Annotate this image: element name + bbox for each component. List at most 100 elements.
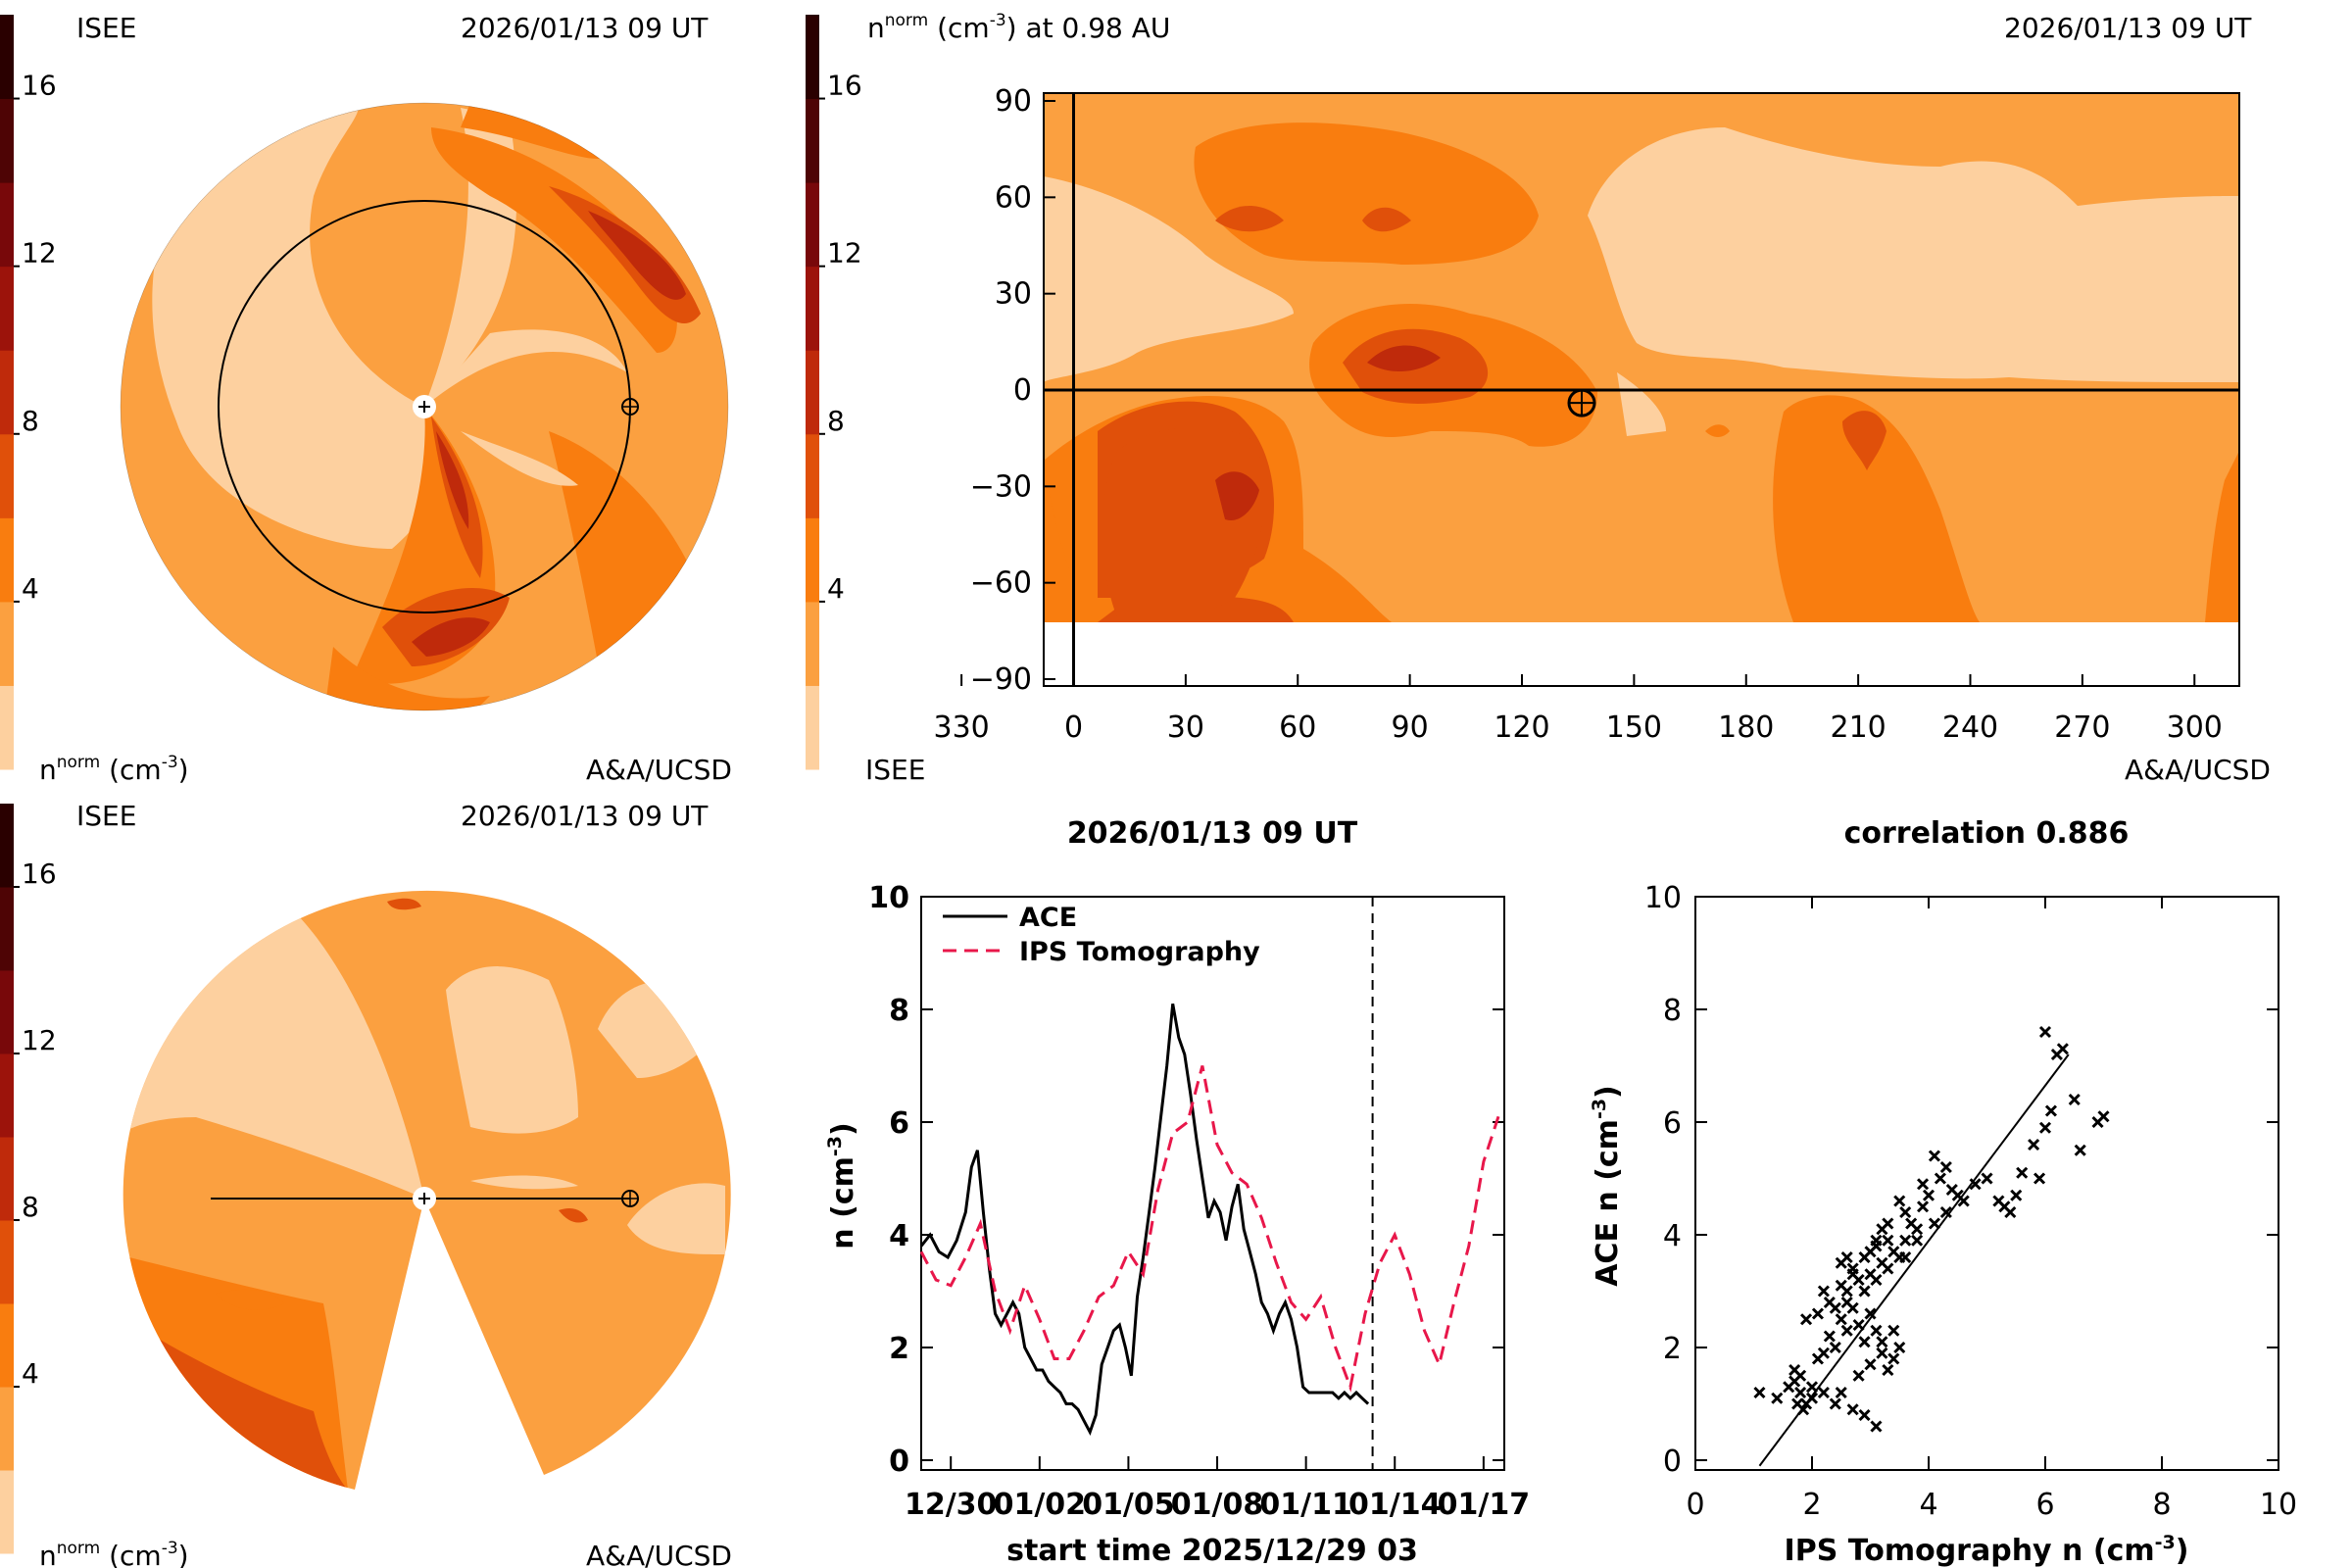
scatter-point <box>1887 1324 1900 1337</box>
lc-x-tick-label-5: 01/14 <box>1348 1488 1441 1522</box>
colorbar-top-middle: 4 8 12 16 <box>806 15 862 770</box>
scatter-point <box>1835 1279 1847 1292</box>
scatter-frame <box>1694 896 2279 1471</box>
scatter-point <box>2033 1172 2046 1185</box>
lc-x-tick-label-6: 01/17 <box>1438 1488 1530 1522</box>
map-x-tick-label-7: 180 <box>1718 710 1774 745</box>
scatter-point <box>1899 1234 1912 1247</box>
colorbar-level-7 <box>0 887 14 971</box>
scatter-point <box>1835 1386 1847 1399</box>
colorbar-tick-label-3: 16 <box>22 70 57 102</box>
scatter-point <box>1870 1273 1883 1287</box>
line-chart-xlabel: start time 2025/12/29 03 <box>1006 1534 1418 1568</box>
sc-x-tick-label-4: 8 <box>2152 1488 2171 1522</box>
sc-x-tick-label-5: 10 <box>2260 1488 2297 1522</box>
scatter-point <box>1939 1160 1952 1174</box>
scatter-point <box>2010 1189 2023 1201</box>
map-y-tick-label-2: 30 <box>995 277 1032 312</box>
map-density-contours <box>1044 93 2239 622</box>
colorbar-tick-label-2: 12 <box>22 1024 57 1056</box>
scatter-point <box>1794 1386 1807 1399</box>
scatter-point <box>1916 1200 1930 1213</box>
map-x-tick-label-3: 60 <box>1279 710 1316 745</box>
correlation-scatter-chart: 00 2 2 4 4 6 6 8 8 10 10 correlation 0.886 IPS Tom… <box>1589 816 2297 1568</box>
map-earth-cross <box>1569 390 1594 416</box>
map-x-tick-label-0: 330 <box>933 710 989 745</box>
colorbar-bottom-left: 4 8 12 16 <box>0 804 57 1554</box>
scatter-point <box>2074 1144 2086 1156</box>
scatter-point <box>1939 1205 1952 1219</box>
colorbar-level-2 <box>806 517 819 603</box>
colorbar-level-1 <box>806 601 819 686</box>
scatter-point <box>1899 1205 1912 1219</box>
colorbar-tick-label-0: 4 <box>827 572 845 605</box>
lc-x-tick-label-2: 01/05 <box>1082 1488 1174 1522</box>
bl-date-label: 2026/01/13 09 UT <box>461 800 709 832</box>
colorbar-tick-label-2: 12 <box>22 237 57 270</box>
tl-units-label: nnorm (cm-3) <box>39 753 189 786</box>
map-y-tick-label-1: 60 <box>995 180 1032 215</box>
colorbar-tick-label-1: 8 <box>22 1191 39 1223</box>
scatter-point <box>1951 1189 1964 1201</box>
map-x-tick-label-6: 150 <box>1606 710 1662 745</box>
earth-icon <box>621 398 639 416</box>
scatter-point <box>1864 1307 1877 1320</box>
scatter-point <box>1823 1330 1836 1343</box>
colorbar-level-0 <box>0 1470 14 1554</box>
sc-x-tick-label-1: 2 <box>1802 1488 1821 1522</box>
map-y-tick-label-4: −30 <box>970 469 1032 504</box>
scatter-point <box>1934 1172 1946 1185</box>
sc-y-tick-label-1: 2 <box>1663 1332 1682 1366</box>
colorbar-level-2 <box>0 1303 14 1388</box>
colorbar-tick-label-2: 12 <box>827 237 862 270</box>
scatter-point <box>2068 1093 2081 1106</box>
map-date-label: 2026/01/13 09 UT <box>2004 12 2252 44</box>
scatter-point <box>2016 1166 2029 1179</box>
colorbar-tick-label-1: 8 <box>827 405 845 437</box>
scatter-point <box>2028 1138 2040 1152</box>
scatter-point <box>1858 1285 1871 1298</box>
scatter-point <box>1870 1234 1883 1247</box>
scatter-points <box>1753 1025 2110 1433</box>
scatter-point <box>1817 1285 1830 1298</box>
colorbar-level-0 <box>806 685 819 770</box>
scatter-point <box>1805 1381 1819 1394</box>
heliosphere-ecliptic-panel <box>120 102 729 711</box>
scatter-point <box>1840 1250 1853 1264</box>
map-x-tick-label-5: 120 <box>1494 710 1549 745</box>
scatter-xlabel: IPS Tomography n (cm-3) <box>1785 1532 2189 1568</box>
colorbar-level-7 <box>0 98 14 183</box>
line-chart-title: 2026/01/13 09 UT <box>1067 816 1358 851</box>
scatter-point <box>1905 1217 1918 1230</box>
scatter-point <box>1753 1386 1766 1399</box>
scatter-point <box>1876 1336 1888 1348</box>
colorbar-level-2 <box>0 517 14 603</box>
colorbar-level-8 <box>0 804 14 888</box>
colorbar-level-6 <box>0 182 14 268</box>
colorbar-level-4 <box>806 350 819 435</box>
scatter-point <box>1840 1296 1853 1309</box>
scatter-title: correlation 0.886 <box>1844 816 2130 851</box>
colorbar-level-5 <box>0 266 14 351</box>
map-x-tick-label-8: 210 <box>1830 710 1886 745</box>
colorbar-tick-label-3: 16 <box>827 70 862 102</box>
lc-y-tick-label-3: 6 <box>889 1106 909 1141</box>
colorbar-level-0 <box>0 685 14 770</box>
lc-y-tick-label-0: 0 <box>889 1445 909 1479</box>
scatter-point <box>2044 1104 2058 1117</box>
colorbar-level-8 <box>0 15 14 100</box>
lc-y-tick-label-4: 8 <box>889 994 909 1028</box>
scatter-point <box>1829 1397 1841 1410</box>
scatter-point <box>1893 1341 1906 1354</box>
map-isee-label: ISEE <box>865 754 925 786</box>
colorbar-top-left: 4 8 12 16 <box>0 15 57 770</box>
colorbar-tick-label-0: 4 <box>22 572 39 605</box>
colorbar-level-8 <box>806 15 819 100</box>
lc-y-tick-label-1: 2 <box>889 1332 909 1366</box>
lc-x-tick-label-3: 01/08 <box>1171 1488 1263 1522</box>
map-y-tick-label-6: −90 <box>970 662 1032 697</box>
scatter-point <box>1771 1392 1784 1404</box>
scatter-point <box>1846 1403 1859 1416</box>
sc-y-tick-label-2: 4 <box>1663 1219 1682 1253</box>
